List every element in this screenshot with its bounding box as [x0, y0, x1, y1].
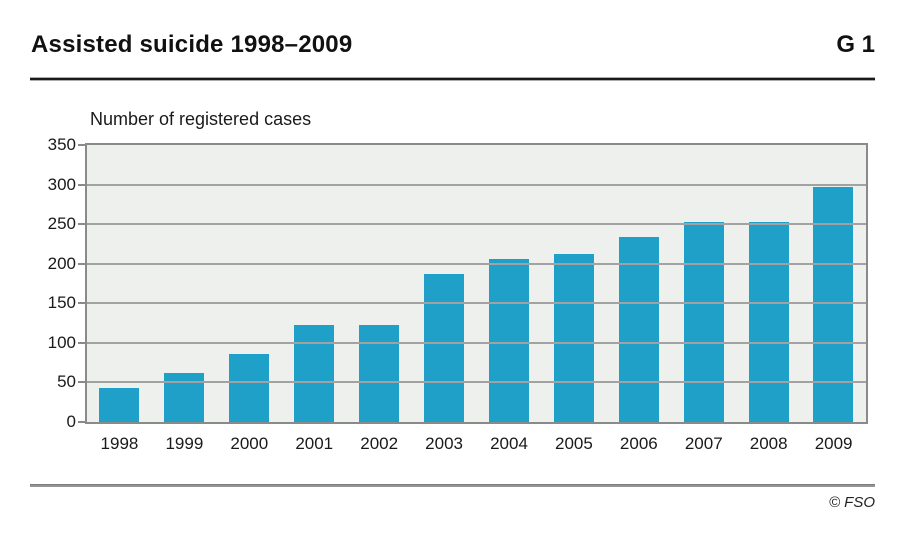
y-axis-title: Number of registered cases: [90, 109, 312, 129]
title-divider-rule: [30, 77, 875, 81]
bar-2005: [553, 254, 594, 422]
y-tick-label-300: 300: [47, 174, 76, 194]
y-tick-label-200: 200: [47, 253, 76, 273]
bar-2006: [618, 237, 659, 422]
y-tick-mark-100: [78, 341, 85, 344]
y-tick-mark-150: [78, 302, 85, 305]
y-tick-label-250: 250: [47, 214, 76, 234]
y-tick-mark-250: [78, 223, 85, 226]
y-tick-mark-300: [78, 183, 85, 186]
x-tick-label-1999: 1999: [165, 434, 204, 453]
y-tick-label-100: 100: [47, 332, 76, 352]
x-tick-label-2003: 2003: [425, 434, 463, 453]
bar-2007: [683, 222, 724, 422]
x-axis-labels: 1998 1999 2000 2001 2002 2003 2004 2005 2006 2007…: [87, 434, 866, 454]
bar-1998: [99, 388, 140, 422]
x-tick-label-2000: 2000: [230, 434, 269, 453]
gridline-250: [87, 223, 866, 226]
bar-series: [87, 145, 866, 422]
source-credit: © FSO: [828, 494, 875, 511]
bar-2003: [423, 274, 464, 422]
x-tick-label-2002: 2002: [360, 434, 399, 453]
gridline-200: [87, 262, 866, 265]
bar-2008: [748, 222, 789, 422]
bar-2000: [229, 354, 270, 422]
x-tick-label-2005: 2005: [555, 434, 593, 453]
y-tick-mark-200: [78, 262, 85, 265]
x-tick-label-2006: 2006: [619, 434, 658, 453]
y-tick-label-150: 150: [47, 293, 76, 313]
bar-1999: [164, 373, 205, 422]
gridline-100: [87, 341, 866, 344]
figure-number-label: G 1: [836, 31, 875, 58]
gridline-150: [87, 302, 866, 305]
bar-2001: [294, 325, 335, 422]
x-tick-label-2001: 2001: [295, 434, 334, 453]
bar-chart: 0 50 100 150 200 250 300 350 1998 1999 2000 2001 20…: [0, 135, 915, 463]
x-tick-label-2007: 2007: [684, 434, 723, 453]
gridline-50: [87, 381, 866, 384]
y-tick-mark-0: [78, 421, 85, 423]
y-tick-label-350: 350: [47, 135, 76, 154]
x-tick-label-2009: 2009: [814, 434, 853, 453]
y-tick-mark-50: [78, 381, 85, 384]
y-axis-labels: 0 50 100 150 200 250 300 350: [0, 135, 76, 431]
plot-area: [78, 143, 868, 424]
y-tick-label-0: 0: [66, 412, 76, 431]
y-tick-label-50: 50: [57, 372, 76, 392]
footer-divider-rule: [30, 484, 875, 487]
gridline-300: [87, 183, 866, 186]
y-tick-mark-350: [78, 144, 85, 146]
bar-2004: [488, 259, 529, 422]
page-title: Assisted suicide 1998–2009: [31, 31, 353, 58]
x-tick-label-1998: 1998: [100, 434, 139, 453]
x-tick-label-2008: 2008: [749, 434, 788, 453]
bar-2002: [359, 325, 400, 422]
x-tick-label-2004: 2004: [490, 434, 528, 453]
